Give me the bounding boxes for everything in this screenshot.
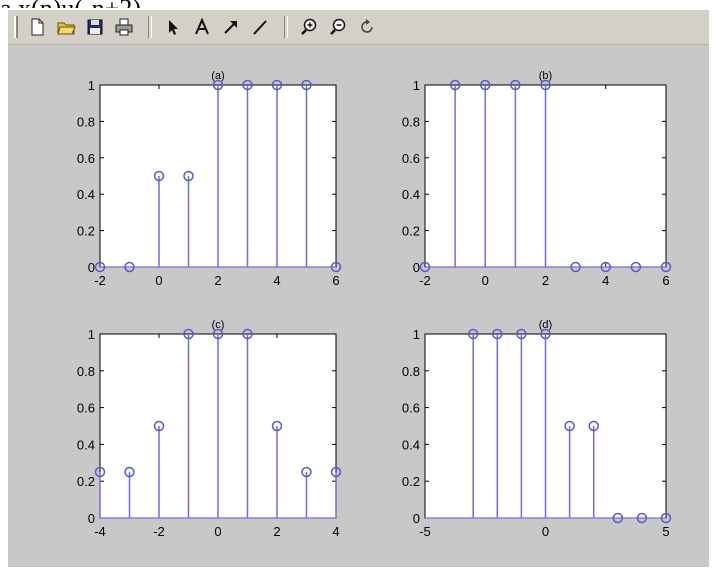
subplot-c: (c) 0 0.2 0.4 0.6 0.8 1 -4 -2 0 2 4	[77, 319, 341, 539]
insert-line-button[interactable]	[247, 14, 273, 40]
figure-window: (a) 0 0.2 0.4 0.6 0.8 1 -2 0 2 4 6 (b) 0 0.2 0.4 0.6 0.8 1…	[8, 10, 709, 567]
plot-area: (a) 0 0.2 0.4 0.6 0.8 1 -2 0 2 4 6 (b) 0 0.2 0.4 0.6 0.8 1…	[8, 45, 709, 572]
toolbar-grip[interactable]	[14, 16, 18, 38]
subplot-d: (d)00.20.40.60.81-5 0 5	[402, 319, 671, 539]
x-tick-label: 0	[482, 273, 489, 288]
x-tick-label: 0	[214, 524, 221, 539]
y-tick-label: 0.4	[77, 187, 95, 202]
y-tick-label: 0.2	[77, 224, 95, 239]
x-tick-label: 2	[542, 273, 549, 288]
new-file-button[interactable]	[24, 14, 50, 40]
x-tick-label: -2	[94, 273, 106, 288]
x-tick-label: 4	[602, 273, 609, 288]
subplot-b: (b)00.20.40.60.81-2 0 2 4 6	[402, 70, 671, 288]
x-tick-label: 4	[332, 524, 339, 539]
print-icon	[114, 17, 134, 37]
y-tick-label: 0.6	[77, 151, 95, 166]
zoom-out-icon	[328, 17, 348, 37]
select-arrow-icon	[163, 17, 183, 37]
open-folder-icon	[56, 17, 76, 37]
y-tick-label: 0.8	[77, 114, 95, 129]
x-tick-label: 0	[155, 273, 162, 288]
zoom-in-icon	[299, 17, 319, 37]
y-tick-label: 0.2	[402, 474, 420, 489]
y-tick-label: 1	[88, 78, 95, 93]
y-tick-label: 1	[88, 327, 95, 342]
arrow-insert-icon	[221, 17, 241, 37]
line-insert-icon	[250, 17, 270, 37]
y-tick-label: 0.6	[402, 151, 420, 166]
x-tick-label: 6	[332, 273, 339, 288]
print-button[interactable]	[111, 14, 137, 40]
y-tick-label: 0.8	[402, 114, 420, 129]
figure-toolbar	[8, 10, 709, 45]
y-tick-label: 1	[413, 78, 420, 93]
y-tick-label: 0.4	[402, 437, 420, 452]
zoom-out-button[interactable]	[325, 14, 351, 40]
y-tick-label: 1	[413, 327, 420, 342]
x-tick-label: 2	[273, 524, 280, 539]
x-tick-label: -4	[94, 524, 106, 539]
y-tick-label: 0.6	[402, 401, 420, 416]
rotate-icon	[357, 17, 377, 37]
x-tick-label: 5	[662, 524, 669, 539]
y-tick-label: 0.2	[402, 224, 420, 239]
x-tick-label: -2	[419, 273, 431, 288]
x-tick-label: 0	[542, 524, 549, 539]
select-button[interactable]	[160, 14, 186, 40]
insert-arrow-button[interactable]	[218, 14, 244, 40]
zoom-in-button[interactable]	[296, 14, 322, 40]
y-tick-label: 0.8	[402, 364, 420, 379]
x-tick-label: 4	[273, 273, 280, 288]
toolbar-separator	[284, 16, 288, 38]
save-button[interactable]	[82, 14, 108, 40]
y-tick-label: 0.6	[77, 401, 95, 416]
y-tick-label: 0.4	[402, 187, 420, 202]
x-tick-label: -2	[153, 524, 165, 539]
save-icon	[85, 17, 105, 37]
x-tick-label: 2	[214, 273, 221, 288]
new-file-icon	[27, 17, 47, 37]
y-tick-label: 0.2	[77, 474, 95, 489]
y-tick-label: 0.4	[77, 437, 95, 452]
text-insert-icon	[192, 17, 212, 37]
toolbar-separator	[148, 16, 152, 38]
insert-text-button[interactable]	[189, 14, 215, 40]
x-tick-label: 6	[662, 273, 669, 288]
subplot-grid: (a)00.20.40.60.81-2 0 2 4 6(b)00.20.40.60.81…	[8, 45, 709, 567]
subplot-a: (a)00.20.40.60.81-2 0 2 4 6	[77, 70, 341, 288]
rotate-button[interactable]	[354, 14, 380, 40]
y-tick-label: 0.8	[77, 364, 95, 379]
open-file-button[interactable]	[53, 14, 79, 40]
x-tick-label: -5	[419, 524, 431, 539]
page-caption: a.x(n)u(-n+2)	[0, 0, 141, 8]
